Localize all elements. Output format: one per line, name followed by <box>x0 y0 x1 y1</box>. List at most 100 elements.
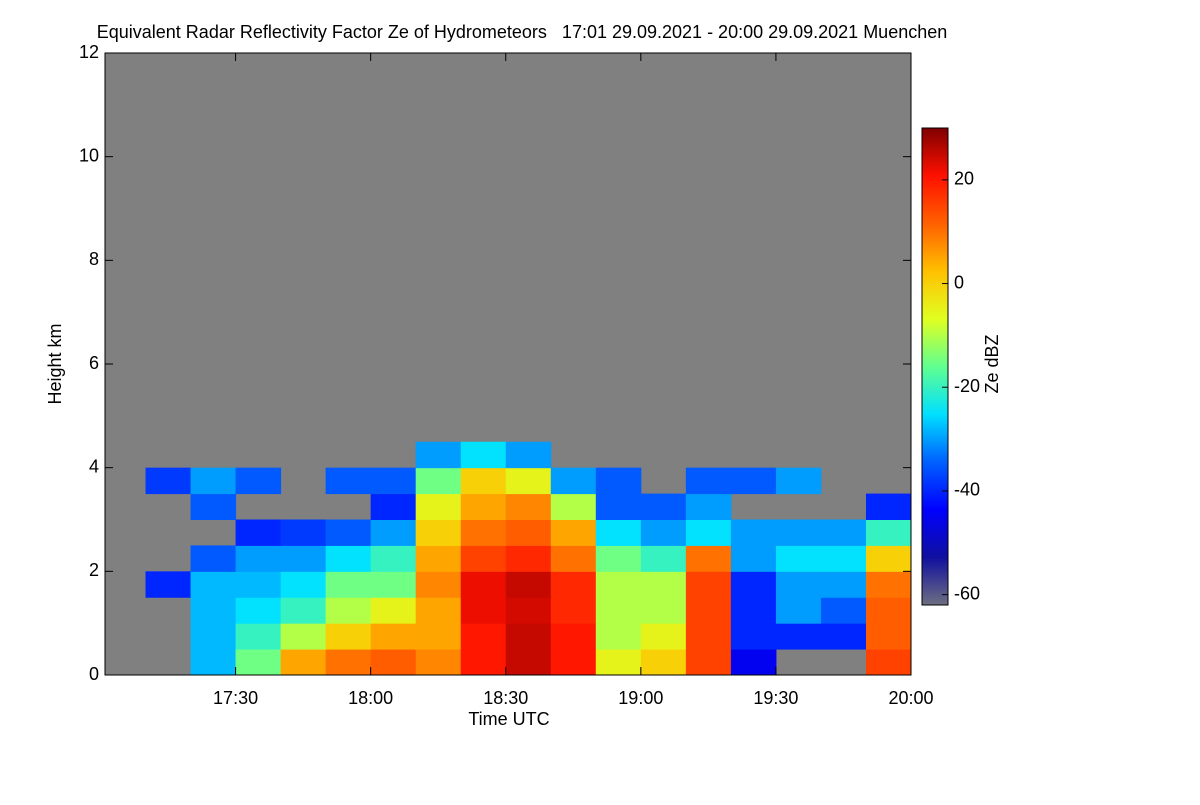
cell <box>820 623 867 650</box>
cell <box>730 649 777 676</box>
y-tick-label: 0 <box>89 664 99 684</box>
cell <box>685 571 732 598</box>
cell <box>505 467 552 495</box>
cell <box>730 519 777 546</box>
cell <box>415 623 462 650</box>
cell <box>235 519 282 546</box>
cell <box>235 623 282 650</box>
cell <box>280 649 327 676</box>
cell <box>415 493 462 520</box>
cell <box>505 441 552 469</box>
x-tick-label: 18:00 <box>348 688 393 708</box>
cell <box>505 519 552 546</box>
cell <box>415 467 462 495</box>
cell <box>460 545 507 572</box>
cell <box>595 571 642 598</box>
cell <box>325 571 372 598</box>
cell <box>370 623 417 650</box>
cell <box>190 649 237 676</box>
cell <box>235 545 282 572</box>
cell <box>190 493 237 520</box>
x-tick-label: 17:30 <box>213 688 258 708</box>
cell <box>595 467 642 495</box>
cell <box>685 519 732 546</box>
cell <box>865 649 912 676</box>
cell <box>280 597 327 624</box>
y-tick-label: 4 <box>89 456 99 476</box>
cell <box>685 623 732 650</box>
colorbar-tick-label: 20 <box>954 169 974 189</box>
y-tick-label: 2 <box>89 560 99 580</box>
cell <box>550 571 597 598</box>
cell <box>550 467 597 495</box>
y-axis-label: Height km <box>45 323 65 404</box>
cell <box>190 623 237 650</box>
cell <box>595 545 642 572</box>
cell <box>370 649 417 676</box>
cell <box>865 493 912 520</box>
y-tick-label: 10 <box>79 145 99 165</box>
colorbar-label: Ze dBZ <box>982 334 1002 393</box>
cell <box>325 597 372 624</box>
cell <box>865 623 912 650</box>
cell <box>190 571 237 598</box>
cell <box>685 493 732 520</box>
cell <box>325 467 372 495</box>
cell <box>370 493 417 520</box>
cell <box>145 571 192 598</box>
cell <box>370 519 417 546</box>
cell <box>460 597 507 624</box>
cell <box>775 519 822 546</box>
cell <box>190 597 237 624</box>
cell <box>595 623 642 650</box>
cell <box>370 545 417 572</box>
cell <box>460 649 507 676</box>
cell <box>820 519 867 546</box>
cell <box>325 519 372 546</box>
cell <box>505 571 552 598</box>
cell <box>415 441 462 469</box>
cell <box>235 597 282 624</box>
cell <box>325 623 372 650</box>
cell <box>415 597 462 624</box>
cell <box>685 545 732 572</box>
cell <box>280 519 327 546</box>
cell <box>415 649 462 676</box>
cell <box>190 467 237 495</box>
cell <box>550 649 597 676</box>
colorbar <box>921 127 949 606</box>
cell <box>415 545 462 572</box>
cell <box>505 493 552 520</box>
x-axis-label: Time UTC <box>468 709 549 729</box>
cell <box>730 571 777 598</box>
x-tick-label: 18:30 <box>483 688 528 708</box>
cell <box>640 623 687 650</box>
cell <box>505 649 552 676</box>
cell <box>865 519 912 546</box>
cell <box>460 519 507 546</box>
cell <box>280 545 327 572</box>
y-tick-label: 12 <box>79 42 99 62</box>
cell <box>460 623 507 650</box>
cell <box>325 545 372 572</box>
cell <box>730 597 777 624</box>
colorbar-tick-label: -60 <box>954 583 980 603</box>
cell <box>505 545 552 572</box>
cell <box>820 597 867 624</box>
cell <box>640 545 687 572</box>
cell <box>550 493 597 520</box>
cell <box>595 597 642 624</box>
x-tick-label: 20:00 <box>888 688 933 708</box>
cell <box>190 545 237 572</box>
cell <box>235 467 282 495</box>
cell <box>415 519 462 546</box>
cell <box>460 467 507 495</box>
cell <box>820 571 867 598</box>
cell <box>460 493 507 520</box>
cell <box>730 545 777 572</box>
cell <box>775 467 822 495</box>
cell <box>325 649 372 676</box>
cell <box>865 597 912 624</box>
cell <box>370 597 417 624</box>
